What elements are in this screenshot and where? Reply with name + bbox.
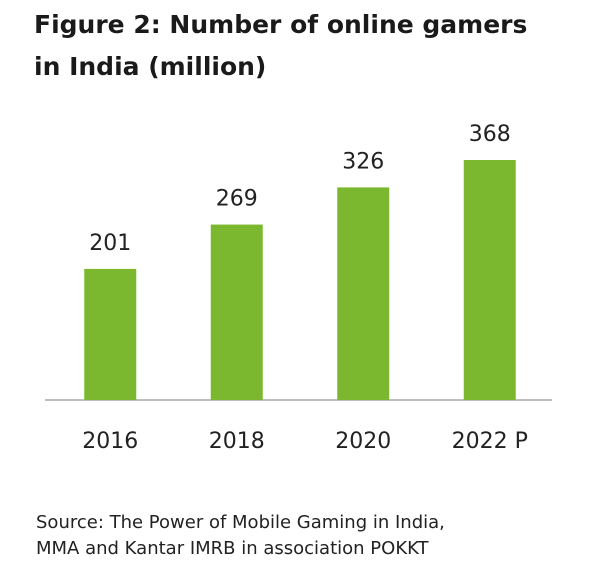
value-label: 368: [469, 122, 511, 147]
chart-title: Figure 2: Number of online gamers in Ind…: [34, 10, 528, 81]
value-label: 326: [342, 149, 384, 174]
x-tick-label: 2022 P: [452, 429, 528, 454]
x-tick-label: 2016: [82, 429, 138, 454]
source-line: Source: The Power of Mobile Gaming in In…: [36, 512, 445, 533]
bar: [337, 187, 390, 400]
chart: 201 2016 269 2018 326 2020 368 2022 P: [45, 122, 552, 454]
bar: [210, 224, 263, 400]
x-tick-label: 2020: [335, 429, 391, 454]
source-line: MMA and Kantar IMRB in association POKKT: [36, 538, 429, 559]
source-note: Source: The Power of Mobile Gaming in In…: [36, 510, 445, 562]
value-label: 201: [89, 231, 131, 256]
bar: [463, 160, 516, 400]
value-label: 269: [216, 187, 258, 212]
x-tick-label: 2018: [209, 429, 265, 454]
bar: [84, 268, 137, 400]
